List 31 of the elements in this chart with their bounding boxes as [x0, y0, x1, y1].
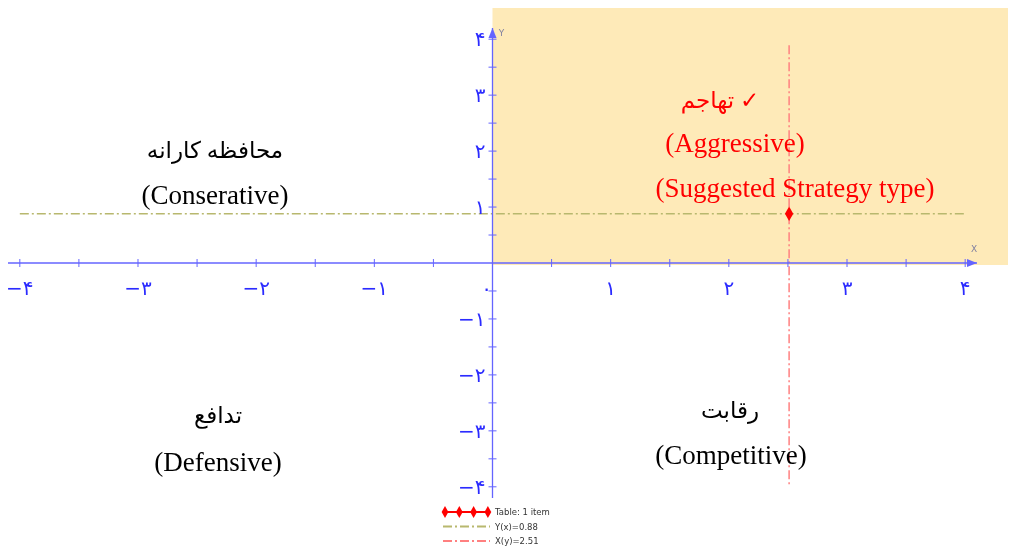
x-tick-label: ۱	[605, 276, 617, 300]
annotation: (Conserative)	[141, 180, 289, 210]
annotation: محافظه کارانه	[146, 137, 284, 164]
annotation: (Aggressive)	[665, 128, 805, 158]
y-tick-label: −۳	[458, 418, 486, 443]
x-tick-label: −۲	[242, 276, 270, 300]
annotation: (Competitive)	[655, 440, 807, 470]
y-tick-label: ۳	[474, 83, 486, 108]
annotation: تهاجم ✓	[680, 87, 760, 114]
y-tick-label: −۴	[458, 474, 486, 499]
x-tick-label: −۴	[6, 276, 34, 300]
x-tick-label: −۱	[360, 276, 389, 300]
annotation: (Suggested Strategy type)	[655, 173, 935, 203]
x-tick-label: ۴	[959, 276, 971, 300]
legend-label: X(y)=2.51	[495, 536, 539, 546]
x-tick-label: ۰	[481, 276, 492, 300]
x-tick-label: −۳	[124, 276, 152, 300]
y-axis-title: Y	[497, 28, 505, 38]
y-tick-label: −۱	[458, 306, 486, 331]
annotation: (Defensive)	[154, 447, 282, 477]
y-tick-label: −۲	[458, 362, 486, 387]
x-tick-label: ۳	[841, 276, 853, 300]
x-axis-title: X	[970, 244, 978, 254]
y-tick-label: ۴	[474, 27, 486, 52]
annotation: تدافع	[193, 402, 243, 429]
legend-label: Y(x)=0.88	[494, 521, 538, 532]
annotation: رقابت	[700, 397, 760, 424]
legend-label: Table: 1 item	[494, 507, 550, 517]
x-tick-label: ۲	[723, 276, 735, 300]
y-tick-label: ۱	[474, 195, 486, 220]
y-tick-label: ۲	[474, 139, 486, 164]
